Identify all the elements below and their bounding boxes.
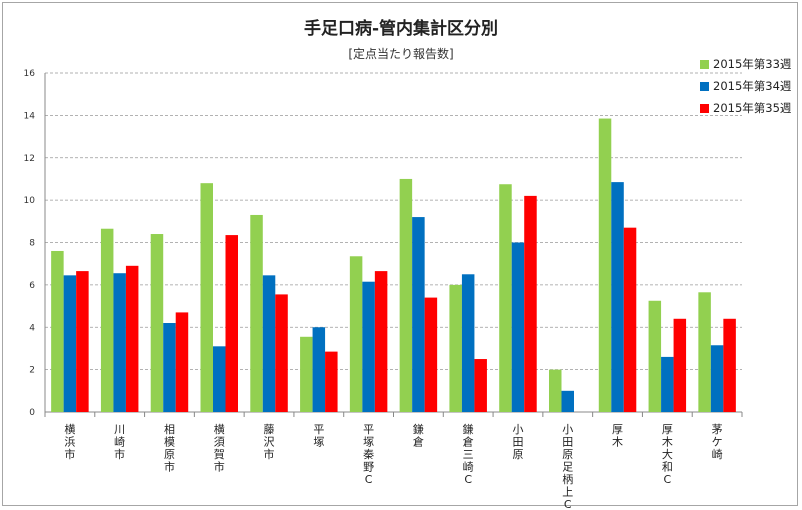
legend-item-week35: 2015年第35週 xyxy=(700,97,796,119)
bar-1-3 xyxy=(150,234,164,412)
legend-label-week33: 2015年第33週 xyxy=(713,57,792,71)
bar-1-8 xyxy=(399,178,413,412)
bar-3-7 xyxy=(374,271,388,412)
bar-2-5 xyxy=(262,275,276,412)
legend-swatch-week33 xyxy=(700,59,709,69)
y-tick-label: 4 xyxy=(29,323,35,333)
x-tick-label: 横浜市 xyxy=(64,422,75,461)
bar-1-14 xyxy=(698,292,711,412)
y-tick-label: 14 xyxy=(24,111,36,121)
y-tick-label: 8 xyxy=(29,239,35,249)
bar-3-10 xyxy=(524,195,537,412)
bar-2-8 xyxy=(412,217,425,412)
legend-label-week35: 2015年第35週 xyxy=(713,101,792,115)
x-tick-label: 藤沢市 xyxy=(264,423,275,461)
bar-2-4 xyxy=(213,346,226,412)
x-tick-label: 川崎市 xyxy=(114,423,125,461)
legend: 2015年第33週 2015年第34週 2015年第35週 xyxy=(700,53,796,119)
bar-2-14 xyxy=(710,345,724,412)
bar-1-4 xyxy=(200,183,213,412)
bar-3-6 xyxy=(325,351,338,412)
x-tick-label: 鎌倉 xyxy=(413,422,424,449)
bar-1-7 xyxy=(349,256,363,412)
x-tick-label: 鎌倉三崎 C xyxy=(463,422,474,486)
bar-2-1 xyxy=(63,275,77,412)
bar-1-13 xyxy=(648,300,662,412)
bar-3-2 xyxy=(125,265,139,412)
x-tick-label: 厚木 xyxy=(612,423,623,449)
bar-3-4 xyxy=(225,235,238,412)
x-tick-label: 横須賀市 xyxy=(214,422,225,474)
bar-3-9 xyxy=(474,359,487,412)
bar-2-6 xyxy=(312,327,326,412)
bar-3-12 xyxy=(623,227,637,412)
bar-1-9 xyxy=(449,284,462,412)
bar-2-3 xyxy=(163,323,176,412)
chart-subtitle: [定点当たり報告数] xyxy=(348,47,454,61)
bar-1-6 xyxy=(300,336,313,412)
legend-swatch-week35 xyxy=(700,103,709,113)
bar-3-3 xyxy=(175,312,189,412)
y-tick-label: 0 xyxy=(29,408,35,418)
x-tick-label: 平塚秦野 C xyxy=(363,423,374,486)
bar-2-11 xyxy=(561,390,574,412)
bar-2-13 xyxy=(661,356,674,412)
bar-2-10 xyxy=(511,242,525,412)
bar-3-14 xyxy=(723,318,736,412)
x-tick-label: 小田原 xyxy=(512,423,523,461)
bar-3-8 xyxy=(424,297,438,412)
bar-1-5 xyxy=(250,214,263,412)
y-tick-label: 16 xyxy=(24,69,36,79)
x-tick-label: 平塚 xyxy=(313,423,324,449)
bar-1-11 xyxy=(549,369,562,412)
legend-item-week34: 2015年第34週 xyxy=(700,75,796,97)
y-tick-label: 12 xyxy=(24,154,35,164)
x-tick-label: 小田原足柄上 C xyxy=(562,423,573,510)
y-tick-label: 2 xyxy=(29,366,35,376)
bar-2-7 xyxy=(362,281,375,412)
y-tick-label: 6 xyxy=(29,281,35,291)
x-tick-label: 茅ケ崎 xyxy=(712,423,723,461)
chart-title: 手足口病-管内集計区分別 xyxy=(303,19,499,39)
y-tick-label: 10 xyxy=(24,196,36,206)
bar-1-12 xyxy=(598,118,612,412)
x-tick-label: 厚木大和 C xyxy=(662,423,673,486)
bar-1-1 xyxy=(51,250,64,412)
bar-2-9 xyxy=(461,274,475,412)
bar-2-12 xyxy=(611,182,624,412)
bar-3-13 xyxy=(673,318,687,412)
bar-3-5 xyxy=(275,294,288,412)
bar-2-2 xyxy=(113,273,126,412)
x-tick-label: 相模原市 xyxy=(164,423,175,474)
bar-3-1 xyxy=(76,271,89,412)
bar-1-10 xyxy=(499,184,512,412)
legend-item-week33: 2015年第33週 xyxy=(700,53,796,75)
legend-swatch-week34 xyxy=(700,81,709,91)
legend-label-week34: 2015年第34週 xyxy=(713,79,792,93)
bar-1-2 xyxy=(100,228,114,412)
